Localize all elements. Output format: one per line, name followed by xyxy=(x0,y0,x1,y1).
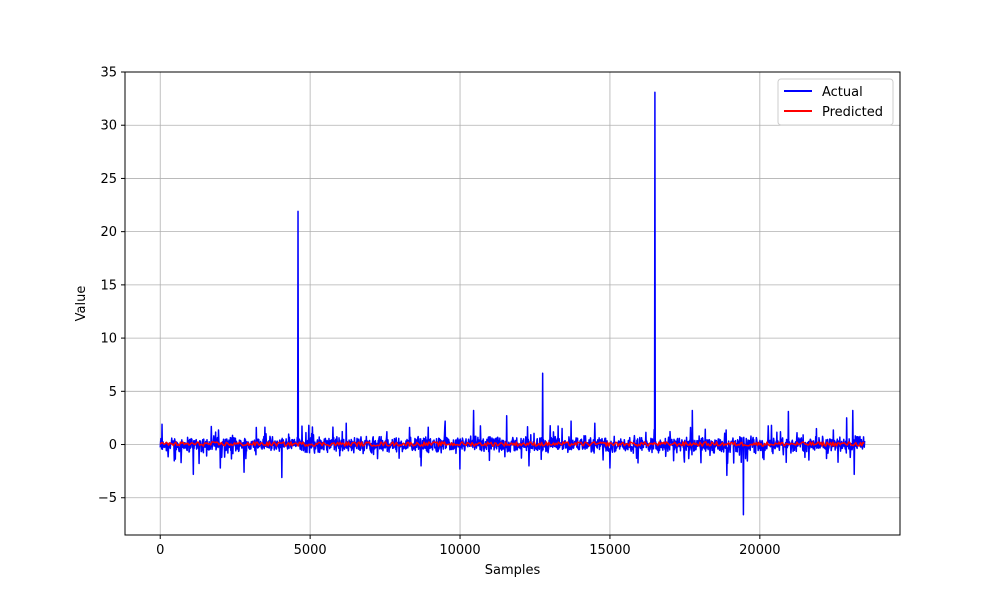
y-tick-label: 0 xyxy=(109,438,117,453)
y-tick-label: −5 xyxy=(98,491,117,506)
legend: Actual Predicted xyxy=(777,78,894,126)
y-tick-label: 25 xyxy=(100,172,117,187)
x-tick-label: 20000 xyxy=(739,543,780,558)
y-tick-label: 15 xyxy=(100,278,117,293)
series-layer xyxy=(159,91,866,516)
legend-label-actual: Actual xyxy=(822,85,863,100)
y-tick-label: 30 xyxy=(100,119,117,134)
y-axis-label: Value xyxy=(74,286,89,322)
x-tick-label: 5000 xyxy=(294,543,327,558)
y-tick-label: 10 xyxy=(100,332,117,347)
x-axis-label: Samples xyxy=(485,563,541,578)
y-tick-label: 35 xyxy=(100,66,117,81)
ticks: 0 5000 10000 15000 20000 −5 0 5 10 15 20 25 30 35 xyxy=(98,66,781,559)
legend-label-predicted: Predicted xyxy=(822,105,883,120)
y-tick-label: 5 xyxy=(109,385,117,400)
series-predicted-line xyxy=(159,441,865,447)
x-tick-label: 0 xyxy=(156,543,164,558)
plot-frame xyxy=(124,71,901,536)
x-tick-label: 10000 xyxy=(439,543,480,558)
x-tick-label: 15000 xyxy=(589,543,630,558)
y-tick-label: 20 xyxy=(100,225,117,240)
